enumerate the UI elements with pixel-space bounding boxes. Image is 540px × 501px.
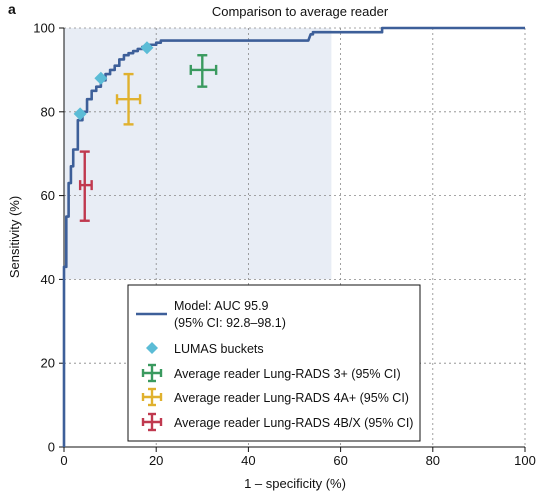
legend-label-reader-3: Average reader Lung-RADS 3+ (95% CI): [174, 367, 401, 381]
lumas-bucket-point: [73, 107, 87, 121]
x-tick-label: 80: [426, 453, 440, 468]
reader-point-0: [189, 54, 218, 88]
reader-point-2: [78, 150, 93, 222]
legend-symbol-reader-0: [141, 363, 163, 383]
y-tick-label: 20: [41, 356, 55, 371]
y-tick-label: 100: [33, 21, 55, 36]
x-tick-label: 20: [149, 453, 163, 468]
zoom-region: [64, 28, 332, 280]
legend-symbol-reader-1: [141, 387, 163, 407]
x-tick-label: 60: [333, 453, 347, 468]
y-tick-label: 40: [41, 272, 55, 287]
y-tick-label: 80: [41, 104, 55, 119]
zoom-region-fill: [64, 28, 332, 280]
legend-symbol-lumas: [146, 342, 158, 354]
legend-label-lumas: LUMAS buckets: [174, 342, 264, 356]
x-axis-title: 1 – specificity (%): [244, 476, 346, 491]
x-tick-label: 0: [60, 453, 67, 468]
legend: Model: AUC 95.9 (95% CI: 92.8–98.1) LUMA…: [127, 284, 421, 442]
roc-curve-line: [62, 26, 525, 447]
legend-box: [127, 284, 421, 442]
legend-label-reader-4b: Average reader Lung-RADS 4B/X (95% CI): [174, 416, 413, 430]
panel-label: a: [8, 1, 16, 17]
legend-label-model-ci: (95% CI: 92.8–98.1): [174, 316, 286, 330]
y-axis-title: Sensitivity (%): [7, 196, 22, 278]
reader-point-1: [115, 72, 142, 126]
axes: 0 20 40 60 80 100 0 20 40 60 80 100: [33, 21, 536, 469]
legend-label-reader-4a: Average reader Lung-RADS 4A+ (95% CI): [174, 391, 409, 405]
legend-label-model: Model: AUC 95.9: [174, 299, 269, 313]
y-tick-label: 0: [48, 440, 55, 455]
data-series: [62, 26, 525, 447]
x-tick-label: 100: [514, 453, 536, 468]
lumas-bucket-point: [140, 41, 154, 55]
x-tick-label: 40: [241, 453, 255, 468]
lumas-bucket-point: [94, 71, 108, 85]
chart-title: Comparison to average reader: [212, 4, 389, 19]
y-tick-label: 60: [41, 188, 55, 203]
legend-items: [136, 312, 167, 432]
legend-symbol-reader-2: [141, 412, 163, 432]
